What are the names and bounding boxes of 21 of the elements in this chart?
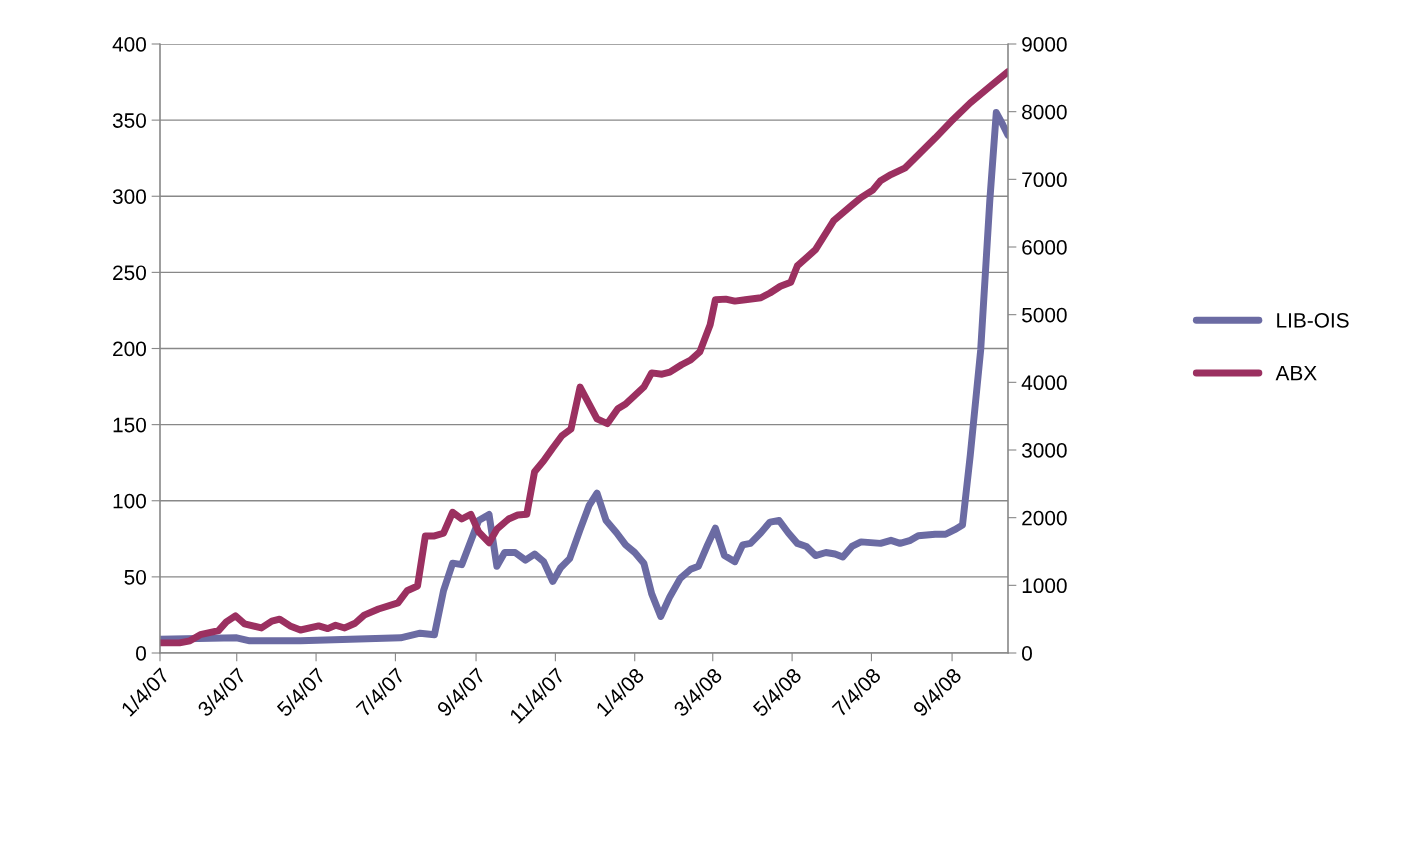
y-tick-label: 350 — [112, 113, 146, 128]
y2-tick-label: 0 — [1022, 646, 1032, 661]
y2-tick-label: 9000 — [1022, 37, 1067, 52]
y-tick-label: 400 — [112, 37, 146, 52]
y-tick-label: 300 — [112, 189, 146, 204]
y-tick-label: 150 — [113, 417, 146, 433]
y-tick-label: 50 — [124, 569, 146, 585]
y2-tick-label: 2000 — [1022, 510, 1067, 526]
y-tick-label: 100 — [113, 493, 146, 509]
y2-tick-label: 5000 — [1022, 307, 1067, 323]
y-tick-label: 200 — [113, 341, 146, 357]
y-tick-label: 250 — [113, 265, 146, 281]
y2-tick-label: 1000 — [1022, 578, 1067, 594]
y2-tick-label: 6000 — [1022, 240, 1067, 255]
y-tick-label: 0 — [136, 646, 146, 661]
y2-tick-label: 8000 — [1022, 104, 1067, 120]
y2-tick-label: 3000 — [1021, 443, 1067, 458]
legend-label: LIB-OIS — [1277, 312, 1349, 328]
y2-tick-label: 7000 — [1022, 172, 1067, 188]
legend-label: ABX — [1275, 365, 1317, 381]
y2-tick-label: 4000 — [1021, 375, 1067, 391]
